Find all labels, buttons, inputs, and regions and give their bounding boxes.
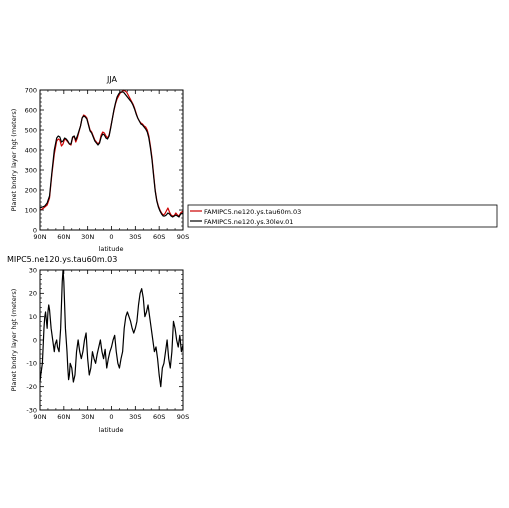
top-x-tick-label: 0 [109,233,113,241]
top-y-tick-label: 500 [25,126,37,134]
legend: FAMIPC5.ne120.ys.tau60m.03 FAMIPC5.ne120… [187,204,498,228]
top-y-tick-label: 100 [25,206,37,214]
bot-x-tick-label: 0 [109,413,113,421]
top-plot-frame [39,89,184,231]
top-y-tick-label: 700 [25,86,37,94]
bottom-x-axis-label: latitude [99,426,124,434]
bot-x-tick-label: 60S [153,413,165,421]
top-chart: JJA 90N 60N 30N 0 30S 60S 90S 0 100 200 300 400 500 6… [10,75,189,253]
top-series-line-1 [39,89,184,217]
top-y-tick-label: 400 [25,146,37,154]
top-x-axis-label: latitude [99,245,124,253]
top-x-tick-label: 30N [81,233,94,241]
legend-label-series-1: FAMIPC5.ne120.ys.tau60m.03 [204,208,301,216]
bot-y-tick-label: -30 [26,406,37,414]
bot-y-tick-label: 30 [29,266,37,274]
top-y-tick-label: 0 [33,226,37,234]
bot-y-tick-label: 0 [33,336,37,344]
top-series-line-2 [39,91,184,218]
bottom-y-axis-label: Planet bndry layer hgt (meters) [10,289,18,392]
bot-y-tick-label: 20 [29,290,37,298]
bot-y-tick-label: 10 [29,313,37,321]
bot-x-tick-label: 30N [81,413,94,421]
top-y-axis-label: Planet bndry layer hgt (meters) [10,109,18,212]
top-x-tick-label: 90N [33,233,46,241]
bot-x-tick-label: 30S [129,413,141,421]
top-y-tick-label: 600 [25,106,37,114]
top-x-tick-label: 60N [57,233,70,241]
top-chart-title: JJA [106,75,118,84]
bottom-chart-title: MIPC5.ne120.ys.tau60m.03 [7,255,117,264]
top-x-tick-label: 60S [153,233,165,241]
legend-box [187,204,498,228]
top-x-tick-label: 30S [129,233,141,241]
bot-y-tick-label: -10 [26,360,37,368]
top-y-tick-label: 300 [25,166,37,174]
bot-x-tick-label: 60N [57,413,70,421]
bottom-chart: MIPC5.ne120.ys.tau60m.03 90N 60N 30N 0 30S 60… [7,255,189,434]
bot-y-tick-label: -20 [26,383,37,391]
legend-label-series-2: FAMIPC5.ne120.ys.30lev.01 [204,218,293,226]
top-y-tick-label: 200 [25,186,37,194]
bot-series-line-1 [39,269,184,388]
top-x-tick-label: 90S [177,233,189,241]
bot-x-tick-label: 90N [33,413,46,421]
bot-x-tick-label: 90S [177,413,189,421]
